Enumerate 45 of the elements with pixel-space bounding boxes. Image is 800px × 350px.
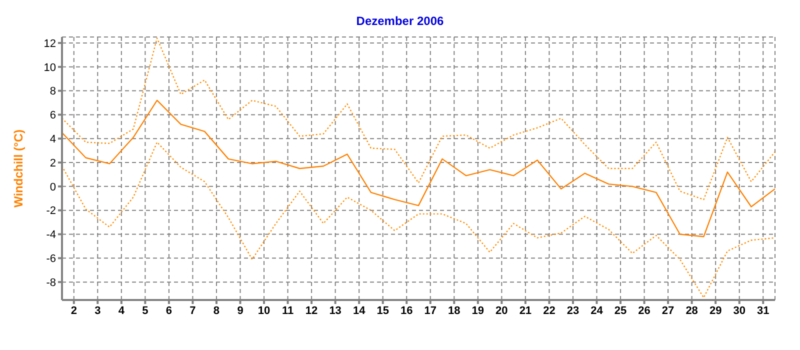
x-tick-label: 11 (282, 304, 294, 317)
x-tick-label: 3 (94, 304, 101, 317)
x-tick-label: 9 (237, 304, 244, 317)
x-tick-label: 2 (70, 304, 77, 317)
x-tick-label: 25 (614, 304, 627, 317)
y-tick-label: -4 (46, 229, 56, 242)
x-tick-label: 22 (543, 304, 556, 317)
line-series (62, 100, 775, 238)
line-series (62, 142, 775, 298)
x-tick-label: 29 (709, 304, 722, 317)
y-tick-label: 0 (50, 181, 56, 194)
x-tick-label: 16 (400, 304, 413, 317)
x-tick-label: 12 (305, 304, 318, 317)
x-tick-label: 5 (142, 304, 148, 317)
y-tick-label: -6 (46, 253, 56, 266)
x-tick-label: 26 (638, 304, 650, 317)
x-tick-label: 23 (566, 304, 580, 317)
x-tick-label: 13 (329, 304, 342, 317)
x-tick-label: 4 (118, 304, 126, 317)
x-tick-label: 8 (213, 304, 220, 317)
x-tick-label: 27 (662, 304, 674, 317)
y-tick-label: 4 (50, 134, 56, 146)
x-tick-label: 21 (519, 304, 532, 317)
y-axis-title: Windchill (°C) (11, 129, 26, 208)
y-tick-label: 2 (50, 157, 56, 170)
x-tick-label: 30 (733, 304, 746, 317)
x-tick-label: 18 (448, 304, 460, 317)
x-tick-label: 10 (258, 304, 270, 317)
y-tick-label: 12 (44, 38, 56, 50)
x-tick-label: 31 (756, 304, 770, 317)
x-tick-label: 17 (424, 304, 437, 317)
chart-title: Dezember 2006 (355, 14, 445, 28)
x-tick-label: 28 (686, 304, 698, 317)
y-tick-label: -8 (46, 276, 56, 289)
x-tick-label: 6 (166, 304, 172, 317)
y-tick-label: -2 (46, 205, 56, 218)
x-tick-label: 14 (352, 304, 366, 317)
y-tick-label: 10 (44, 62, 56, 74)
x-tick-label: 20 (496, 304, 508, 317)
x-tick-label: 7 (190, 304, 196, 317)
y-tick-label: 8 (50, 86, 56, 98)
x-tick-label: 24 (590, 304, 604, 317)
x-tick-label: 15 (376, 304, 389, 317)
y-tick-label: 6 (50, 110, 56, 122)
x-tick-label: 19 (472, 304, 484, 317)
